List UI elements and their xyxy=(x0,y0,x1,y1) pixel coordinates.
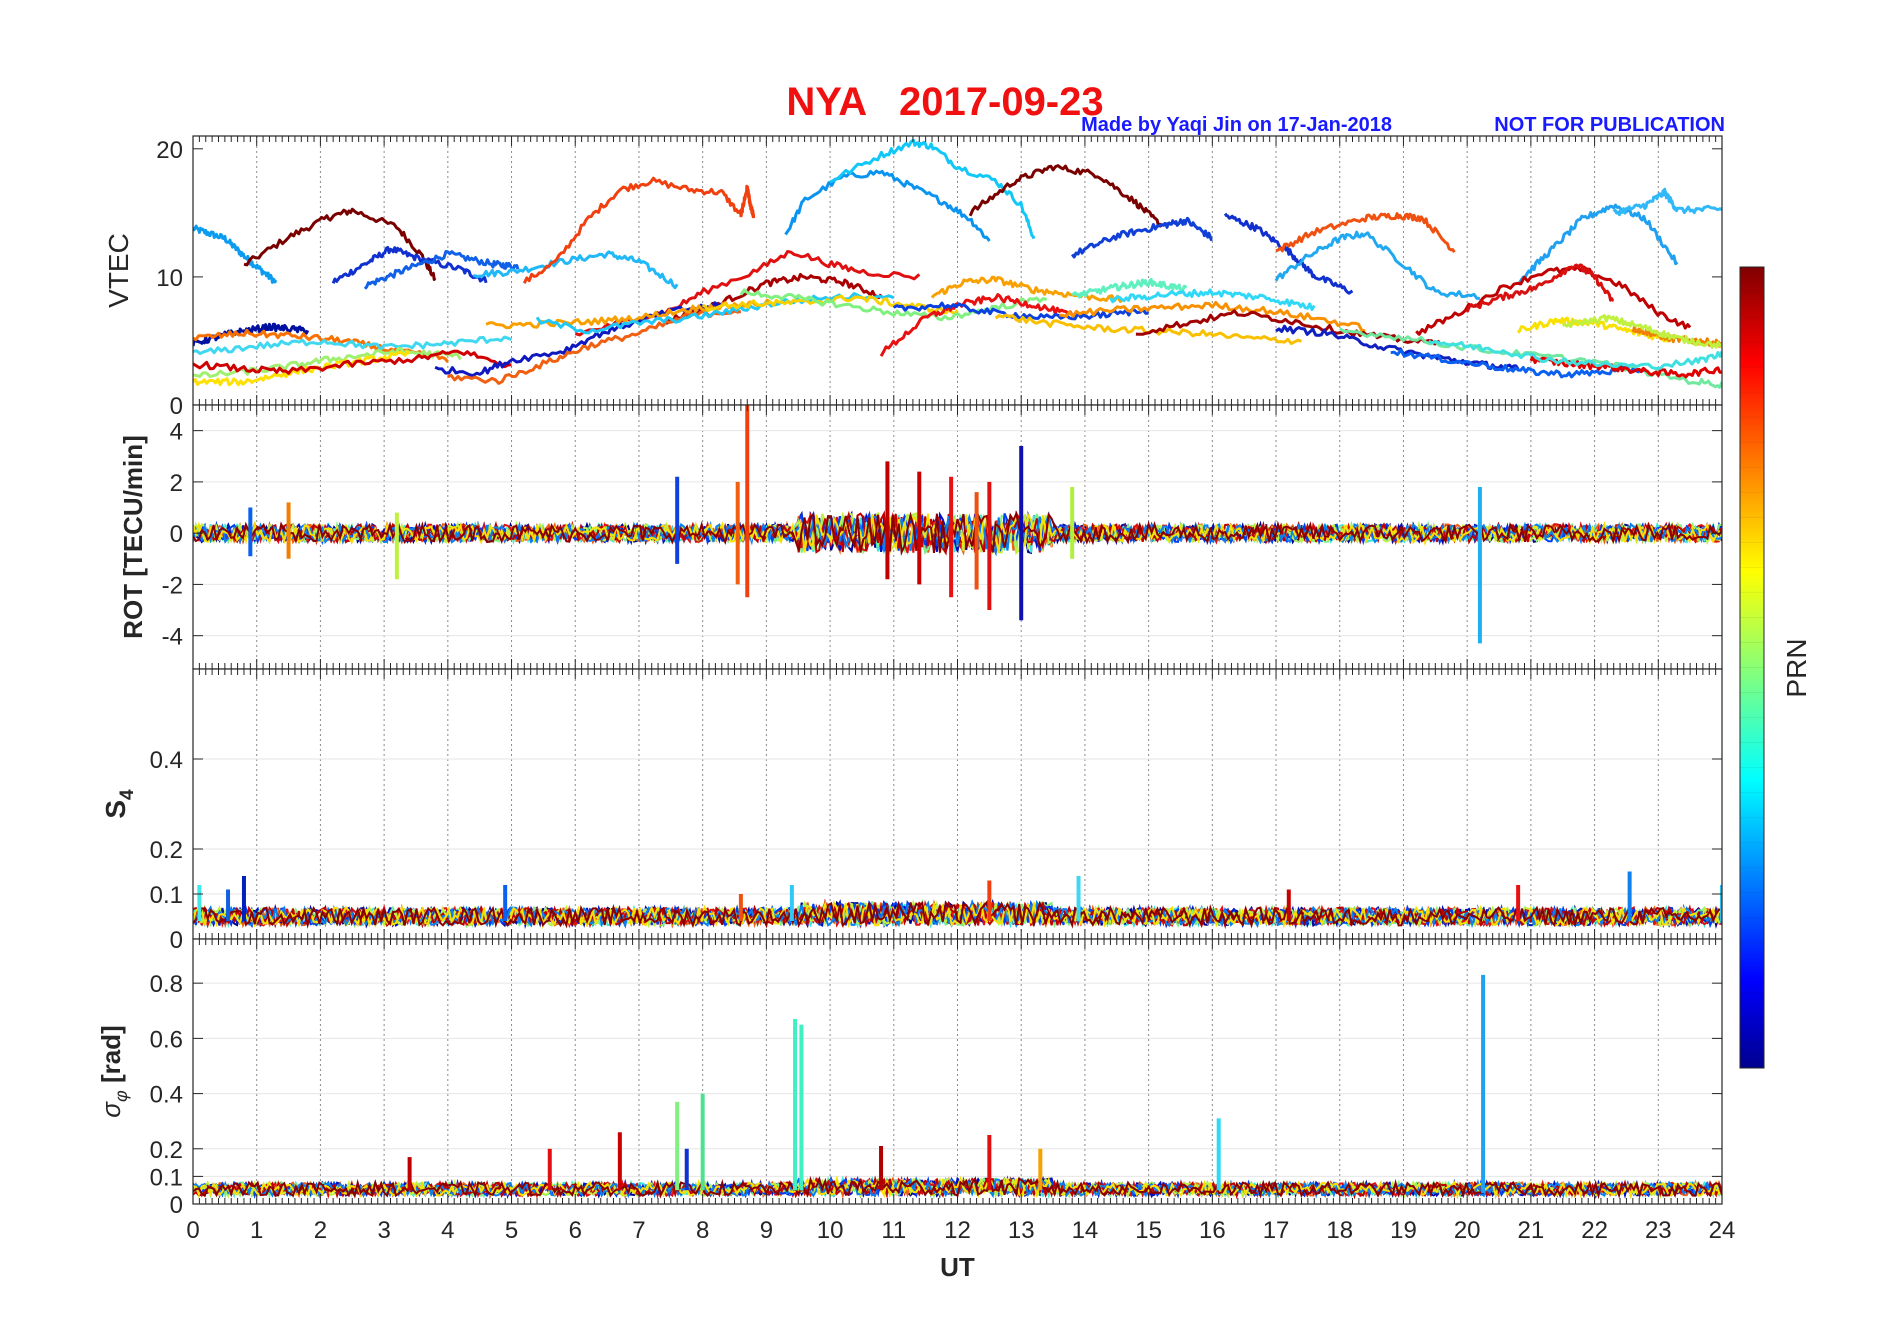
y-tick-label: 4 xyxy=(170,419,183,446)
vtec-series-line xyxy=(331,245,488,284)
vtec-series-line xyxy=(473,250,679,290)
x-tick-label: 19 xyxy=(1390,1217,1417,1244)
y-tick-label: 10 xyxy=(156,265,183,292)
y-tick-label: 0 xyxy=(170,1192,183,1219)
x-tick-label: 4 xyxy=(441,1217,454,1244)
y-tick-label: 0.4 xyxy=(150,747,183,774)
panel-s4: 0 0.1 0.2 0.4 S4 xyxy=(100,668,1723,954)
y-tick-label: -4 xyxy=(162,624,183,651)
vtec-series-line xyxy=(739,184,756,219)
panel-sigma_phi: 00.10.20.40.60.8σφ [rad]0 1 2 3 4 5 6 7 8 9 10 11 12… xyxy=(96,938,1736,1282)
x-tick-label: 16 xyxy=(1199,1217,1226,1244)
y-axis-label: ROT [TECU/min] xyxy=(118,435,148,639)
vtec-series-line xyxy=(522,176,743,284)
y-tick-label: 0.2 xyxy=(150,1137,183,1164)
y-tick-label: 0 xyxy=(170,927,183,954)
vtec-series-line xyxy=(1516,203,1679,286)
vtec-series-line xyxy=(1223,212,1354,295)
vtec-series-line xyxy=(1561,314,1722,349)
x-tick-label: 23 xyxy=(1645,1217,1672,1244)
vtec-series-line xyxy=(1465,263,1615,313)
y-tick-label: 2 xyxy=(170,470,183,497)
x-tick-label: 15 xyxy=(1135,1217,1162,1244)
x-tick-label: 13 xyxy=(1008,1217,1035,1244)
vtec-series-line xyxy=(739,288,1048,322)
y-tick-label: 0.8 xyxy=(150,971,183,998)
panel-vtec: 0 10 20 VTEC xyxy=(103,135,1723,420)
vtec-series-line xyxy=(829,138,1036,240)
x-tick-label: 10 xyxy=(817,1217,844,1244)
plot-marks xyxy=(193,974,1722,1200)
vtec-series-line xyxy=(968,164,1163,228)
x-tick-label: 3 xyxy=(377,1217,390,1244)
plot-marks xyxy=(193,138,1722,389)
vtec-series-line xyxy=(1274,230,1480,300)
colorbar-label: PRN xyxy=(1781,638,1812,697)
vtec-series-line xyxy=(1427,339,1722,370)
x-tick-label: 1 xyxy=(250,1217,263,1244)
y-tick-label: 0 xyxy=(170,393,183,420)
y-tick-label: 0 xyxy=(170,521,183,548)
vtec-series-line xyxy=(193,349,512,375)
vtec-series-line xyxy=(1390,348,1647,379)
noise-trace xyxy=(193,900,1722,929)
vtec-series-line xyxy=(1059,301,1366,333)
x-tick-label: 17 xyxy=(1263,1217,1290,1244)
vtec-series-line xyxy=(1109,288,1316,311)
y-tick-label: 0.2 xyxy=(150,837,183,864)
figure-title: NYA 2017-09-23 xyxy=(786,80,1103,124)
x-tick-label: 18 xyxy=(1326,1217,1353,1244)
x-tick-label: 8 xyxy=(696,1217,709,1244)
x-axis-label: UT xyxy=(940,1252,975,1282)
x-tick-label: 12 xyxy=(944,1217,971,1244)
x-tick-label: 20 xyxy=(1454,1217,1481,1244)
vtec-series-line xyxy=(784,169,991,242)
y-tick-label: 0.6 xyxy=(150,1026,183,1053)
y-tick-label: 0.1 xyxy=(150,1164,183,1191)
noise-trace xyxy=(193,510,1722,556)
x-tick-label: 2 xyxy=(314,1217,327,1244)
vtec-series-line xyxy=(193,224,278,284)
credit-note: Made by Yaqi Jin on 17-Jan-2018 xyxy=(1081,114,1392,136)
vtec-series-line xyxy=(1071,277,1188,299)
plot-marks xyxy=(193,871,1722,930)
x-tick-label: 6 xyxy=(569,1217,582,1244)
x-tick-label: 5 xyxy=(505,1217,518,1244)
x-tick-label: 14 xyxy=(1072,1217,1099,1244)
prn-colorbar: PRN xyxy=(1739,266,1812,1069)
y-axis-label: σφ [rad] xyxy=(96,1025,131,1117)
vtec-series-line xyxy=(1275,212,1456,254)
vtec-series-line xyxy=(1071,216,1213,259)
x-tick-label: 7 xyxy=(632,1217,645,1244)
vtec-series-line xyxy=(879,293,1074,357)
y-tick-label: 0.1 xyxy=(150,882,183,909)
vtec-series-line xyxy=(1338,327,1722,389)
y-tick-label: 20 xyxy=(156,137,183,164)
x-tick-label: 11 xyxy=(881,1217,906,1244)
x-tick-label: 21 xyxy=(1518,1217,1545,1244)
vtec-series-line xyxy=(193,335,513,355)
x-tick-label: 22 xyxy=(1581,1217,1608,1244)
vtec-series-line xyxy=(243,207,437,281)
y-axis-label: S4 xyxy=(100,789,138,819)
plot-marks xyxy=(193,405,1722,644)
vtec-series-line xyxy=(1415,265,1692,336)
x-tick-label: 9 xyxy=(760,1217,773,1244)
vtec-series-line xyxy=(535,292,895,335)
y-tick-label: 0.4 xyxy=(150,1082,183,1109)
vtec-series-line xyxy=(434,301,723,377)
publication-notice: NOT FOR PUBLICATION xyxy=(1494,114,1725,136)
x-tick-label: 0 xyxy=(186,1217,199,1244)
vtec-series-line xyxy=(485,298,780,330)
y-axis-label: VTEC xyxy=(103,233,134,308)
vtec-series-line xyxy=(363,250,520,290)
vtec-series-line xyxy=(1612,187,1722,217)
vtec-series-line xyxy=(1529,355,1722,379)
x-tick-label: 24 xyxy=(1709,1217,1736,1244)
y-tick-label: -2 xyxy=(162,572,183,599)
panel-rot: -4 -2 0 2 4 ROT [TECU/min] xyxy=(118,404,1723,670)
vtec-series-line xyxy=(193,346,462,378)
